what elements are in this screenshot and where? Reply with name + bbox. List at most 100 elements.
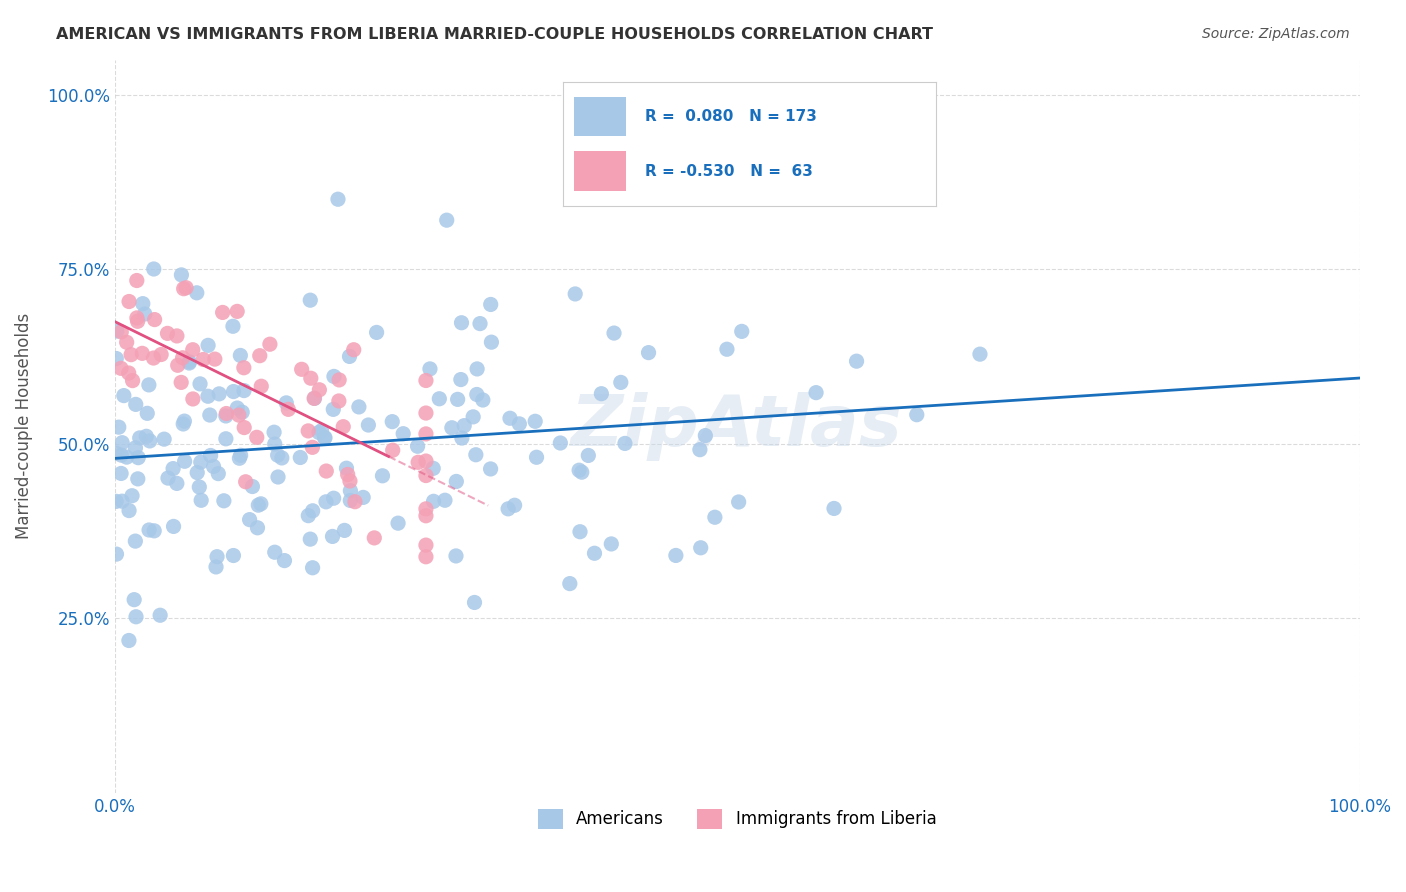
Point	[322, 491, 344, 506]
Point	[481, 335, 503, 350]
Point	[427, 392, 450, 406]
Point	[569, 524, 592, 539]
Point	[105, 446, 128, 460]
Point	[188, 480, 211, 494]
Point	[464, 448, 486, 462]
Point	[242, 479, 264, 493]
Point	[291, 362, 314, 376]
Point	[343, 343, 366, 357]
Point	[392, 426, 415, 441]
Point	[110, 448, 132, 462]
Point	[301, 440, 323, 454]
Point	[845, 354, 868, 368]
Point	[468, 317, 491, 331]
Point	[125, 397, 148, 411]
Point	[222, 549, 245, 563]
Point	[302, 392, 325, 406]
Point	[343, 494, 366, 508]
Point	[496, 501, 519, 516]
Point	[321, 529, 343, 543]
Point	[215, 407, 238, 421]
Point	[571, 465, 593, 479]
Point	[198, 408, 221, 422]
Point	[232, 360, 254, 375]
Point	[156, 326, 179, 341]
Point	[111, 494, 134, 508]
Point	[115, 450, 138, 464]
Point	[134, 307, 156, 321]
Point	[222, 384, 245, 399]
Point	[328, 373, 350, 387]
Point	[166, 359, 188, 373]
Point	[363, 531, 385, 545]
Point	[127, 472, 149, 486]
Point	[270, 450, 292, 465]
Point	[131, 346, 153, 360]
Point	[138, 377, 160, 392]
Point	[890, 144, 912, 158]
Point	[415, 468, 437, 483]
Point	[204, 352, 226, 367]
Point	[703, 510, 725, 524]
Point	[139, 434, 162, 448]
Point	[508, 417, 530, 431]
Point	[352, 491, 374, 505]
Point	[200, 449, 222, 463]
Point	[600, 537, 623, 551]
Point	[524, 414, 547, 428]
Point	[366, 326, 388, 340]
Point	[222, 319, 245, 334]
Point	[276, 396, 298, 410]
Point	[381, 415, 404, 429]
Point	[823, 501, 845, 516]
Point	[179, 356, 201, 370]
Point	[118, 294, 141, 309]
Point	[120, 348, 142, 362]
Point	[314, 431, 336, 445]
Point	[446, 392, 468, 407]
Point	[637, 345, 659, 359]
Point	[190, 493, 212, 508]
Point	[205, 549, 228, 564]
Point	[173, 454, 195, 468]
Point	[105, 547, 128, 561]
Point	[249, 349, 271, 363]
Point	[263, 437, 285, 451]
Point	[105, 324, 128, 338]
Point	[446, 475, 468, 489]
Point	[613, 436, 636, 450]
Point	[326, 192, 349, 206]
Point	[415, 508, 437, 523]
Point	[226, 304, 249, 318]
Point	[172, 417, 194, 431]
Point	[603, 326, 626, 340]
Point	[250, 497, 273, 511]
Point	[228, 408, 250, 422]
Point	[181, 343, 204, 357]
Point	[273, 553, 295, 567]
Point	[304, 392, 326, 406]
Point	[695, 428, 717, 442]
Point	[415, 426, 437, 441]
Point	[115, 335, 138, 350]
Point	[197, 389, 219, 403]
Point	[128, 431, 150, 445]
Point	[415, 406, 437, 420]
Point	[415, 501, 437, 516]
Point	[299, 532, 322, 546]
Point	[905, 408, 928, 422]
Point	[328, 394, 350, 409]
Point	[503, 498, 526, 512]
Point	[591, 386, 613, 401]
Point	[465, 387, 488, 401]
Legend: Americans, Immigrants from Liberia: Americans, Immigrants from Liberia	[531, 802, 943, 836]
Point	[323, 369, 346, 384]
Point	[315, 464, 337, 478]
Point	[451, 431, 474, 445]
Point	[212, 493, 235, 508]
Point	[610, 376, 633, 390]
Point	[433, 493, 456, 508]
Point	[136, 406, 159, 420]
Point	[174, 281, 197, 295]
Point	[576, 449, 599, 463]
